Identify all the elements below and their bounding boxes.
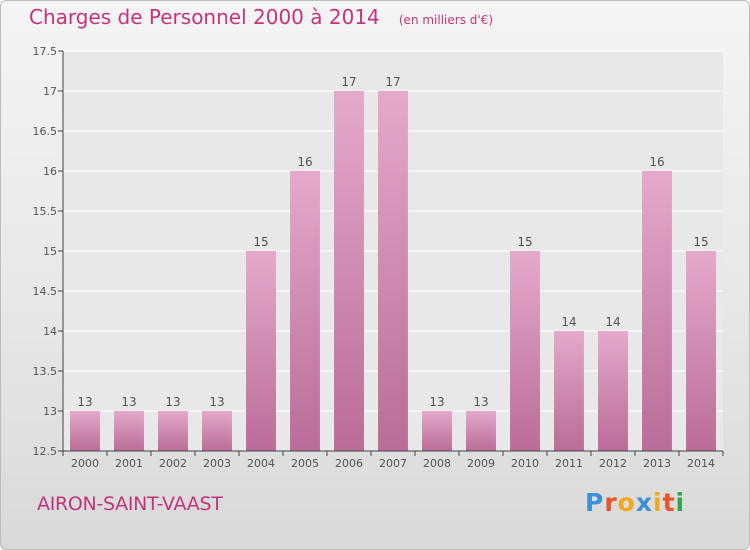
town-name: AIRON-SAINT-VAAST [37, 493, 223, 515]
x-tick-label: 2011 [555, 457, 583, 470]
bar-2008 [422, 411, 452, 451]
bar-2014 [686, 251, 716, 451]
data-label: 15 [517, 235, 532, 249]
data-label: 17 [385, 75, 400, 89]
x-tick-label: 2005 [291, 457, 319, 470]
x-tick-label: 2001 [115, 457, 143, 470]
data-label: 16 [297, 155, 312, 169]
x-tick-label: 2000 [71, 457, 99, 470]
chart-title: Charges de Personnel 2000 à 2014 [29, 5, 380, 29]
y-tick-label: 16.5 [33, 125, 58, 138]
y-tick-label: 13.5 [33, 365, 58, 378]
data-label: 14 [561, 315, 576, 329]
data-label: 13 [77, 395, 92, 409]
x-tick-label: 2004 [247, 457, 275, 470]
data-label: 13 [473, 395, 488, 409]
x-tick-label: 2014 [687, 457, 715, 470]
chart-subtitle: (en milliers d'€) [398, 13, 493, 27]
x-tick-label: 2002 [159, 457, 187, 470]
y-tick-label: 17 [43, 85, 57, 98]
y-tick-label: 15 [43, 245, 57, 258]
bar-2011 [554, 331, 584, 451]
bar-2003 [202, 411, 232, 451]
logo-letter: i [675, 488, 686, 517]
data-label: 16 [649, 155, 664, 169]
bar-2000 [70, 411, 100, 451]
logo-letter: x [635, 488, 653, 517]
logo-letter: P [585, 488, 605, 517]
logo-letter: t [662, 488, 676, 517]
x-tick-label: 2010 [511, 457, 539, 470]
bar-2002 [158, 411, 188, 451]
y-tick-label: 17.5 [33, 45, 58, 58]
y-tick-label: 14 [43, 325, 57, 338]
bar-2006 [334, 91, 364, 451]
y-tick-label: 14.5 [33, 285, 58, 298]
x-tick-label: 2008 [423, 457, 451, 470]
bar-2010 [510, 251, 540, 451]
data-label: 15 [693, 235, 708, 249]
bar-2013 [642, 171, 672, 451]
y-tick-label: 15.5 [33, 205, 58, 218]
y-tick-label: 13 [43, 405, 57, 418]
bar-2009 [466, 411, 496, 451]
data-label: 17 [341, 75, 356, 89]
y-tick-label: 12.5 [33, 445, 58, 458]
logo-letter: i [653, 488, 663, 517]
logo-letter: o [617, 488, 636, 517]
bar-2007 [378, 91, 408, 451]
logo-letter: r [604, 488, 618, 517]
data-label: 13 [429, 395, 444, 409]
x-tick-label: 2003 [203, 457, 231, 470]
title-row: Charges de Personnel 2000 à 2014 (en mil… [29, 5, 493, 29]
proxiti-logo[interactable]: Proxiti [585, 488, 685, 517]
x-tick-label: 2013 [643, 457, 671, 470]
data-label: 14 [605, 315, 620, 329]
data-label: 13 [209, 395, 224, 409]
x-tick-label: 2009 [467, 457, 495, 470]
y-tick-label: 16 [43, 165, 57, 178]
axes: 12.5 13 13.5 14 14.5 15 15.5 16 16.5 17 17.5 2000 20… [33, 45, 724, 470]
bar-2012 [598, 331, 628, 451]
data-label: 15 [253, 235, 268, 249]
bar-2001 [114, 411, 144, 451]
bar-2004 [246, 251, 276, 451]
x-tick-label: 2006 [335, 457, 363, 470]
bar-2005 [290, 171, 320, 451]
x-tick-label: 2012 [599, 457, 627, 470]
x-tick-label: 2007 [379, 457, 407, 470]
data-label: 13 [165, 395, 180, 409]
bars: 13 13 13 13 15 16 17 17 13 13 15 14 14 16 15 [70, 75, 716, 451]
data-label: 13 [121, 395, 136, 409]
